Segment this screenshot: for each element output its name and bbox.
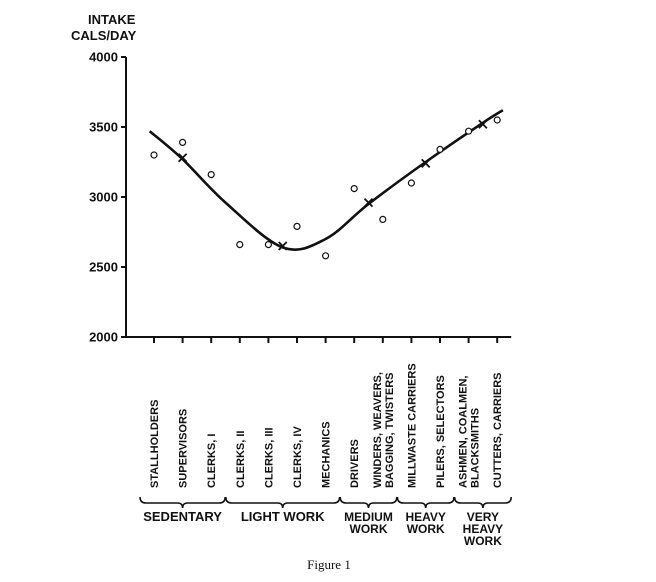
observed-point <box>150 151 158 159</box>
observed-point <box>322 252 330 260</box>
observed-point <box>493 116 501 124</box>
observed-point <box>236 241 244 249</box>
x-tick-label: CLERKS, I <box>206 434 218 488</box>
x-tick-label: CLERKS, IV <box>292 426 304 488</box>
observed-point <box>264 241 272 249</box>
group-label: WORK <box>407 522 445 536</box>
x-tick-label: PILERS, SELECTORS <box>435 375 447 488</box>
observed-point <box>350 185 358 193</box>
x-tick-labels: STALLHOLDERS SUPERVISORS CLERKS, I CLERKS, … <box>149 363 504 488</box>
trend-curve-group <box>148 109 504 251</box>
y-tick-label: 3500 <box>89 120 118 135</box>
x-tick-label: MECHANICS <box>321 421 333 488</box>
group-label: HEAVY <box>405 510 445 524</box>
group-label: WORK <box>464 534 502 548</box>
x-tick-label: ASHMEN, COALMEN, <box>458 376 470 488</box>
observed-point <box>465 127 473 135</box>
mean-marker <box>478 119 488 129</box>
x-tick-label: BAGGING, TWISTERS <box>384 373 396 489</box>
group-brace <box>453 496 512 509</box>
x-tick-label: SUPERVISORS <box>178 409 190 488</box>
mean-marker <box>363 197 374 208</box>
x-tick-label: STALLHOLDERS <box>149 400 161 488</box>
y-axis-label-line2: CALS/DAY <box>71 28 137 43</box>
observed-point <box>179 138 187 146</box>
axes: 2000 2500 3000 3500 4000 <box>89 50 512 345</box>
mean-marker <box>278 241 288 251</box>
x-tick-label: DRIVERS <box>349 439 361 488</box>
figure-caption: Figure 1 <box>307 557 351 572</box>
x-tick-label: MILLWASTE CARRIERS <box>406 363 418 488</box>
x-tick-label: CLERKS, III <box>263 427 275 488</box>
observed-point <box>379 215 387 223</box>
group-braces: SEDENTARY LIGHT WORK MEDIUMWORKHEAVYWORKVE… <box>139 496 512 548</box>
x-tick-label: CUTTERS, CARRIERS <box>492 372 504 488</box>
group-brace <box>396 496 455 509</box>
observed-point <box>436 145 444 153</box>
group-label: LIGHT WORK <box>241 509 325 524</box>
observed-point <box>207 171 215 179</box>
y-tick-label: 3000 <box>89 190 118 205</box>
observed-point <box>407 179 415 187</box>
observed-point <box>293 222 301 230</box>
y-axis-label-line1: INTAKE <box>88 12 136 27</box>
group-label: WORK <box>350 522 388 536</box>
group-brace <box>139 496 226 509</box>
x-tick-label: BLACKSMITHS <box>470 408 482 488</box>
group-brace <box>339 496 398 509</box>
group-brace <box>225 496 341 509</box>
y-tick-label: 4000 <box>89 50 118 65</box>
x-tick-label: WINDERS, WEAVERS, <box>372 372 384 488</box>
x-tick-label: CLERKS, II <box>235 431 247 488</box>
group-label: MEDIUM <box>344 510 393 524</box>
group-label: HEAVY <box>463 522 503 536</box>
y-tick-label: 2500 <box>89 260 118 275</box>
trend-curve <box>148 109 504 251</box>
group-label: SEDENTARY <box>143 509 222 524</box>
data-points <box>150 116 501 260</box>
mean-marker <box>421 158 431 169</box>
mean-marker <box>177 153 188 163</box>
group-label: VERY <box>467 510 499 524</box>
y-tick-label: 2000 <box>89 330 118 345</box>
